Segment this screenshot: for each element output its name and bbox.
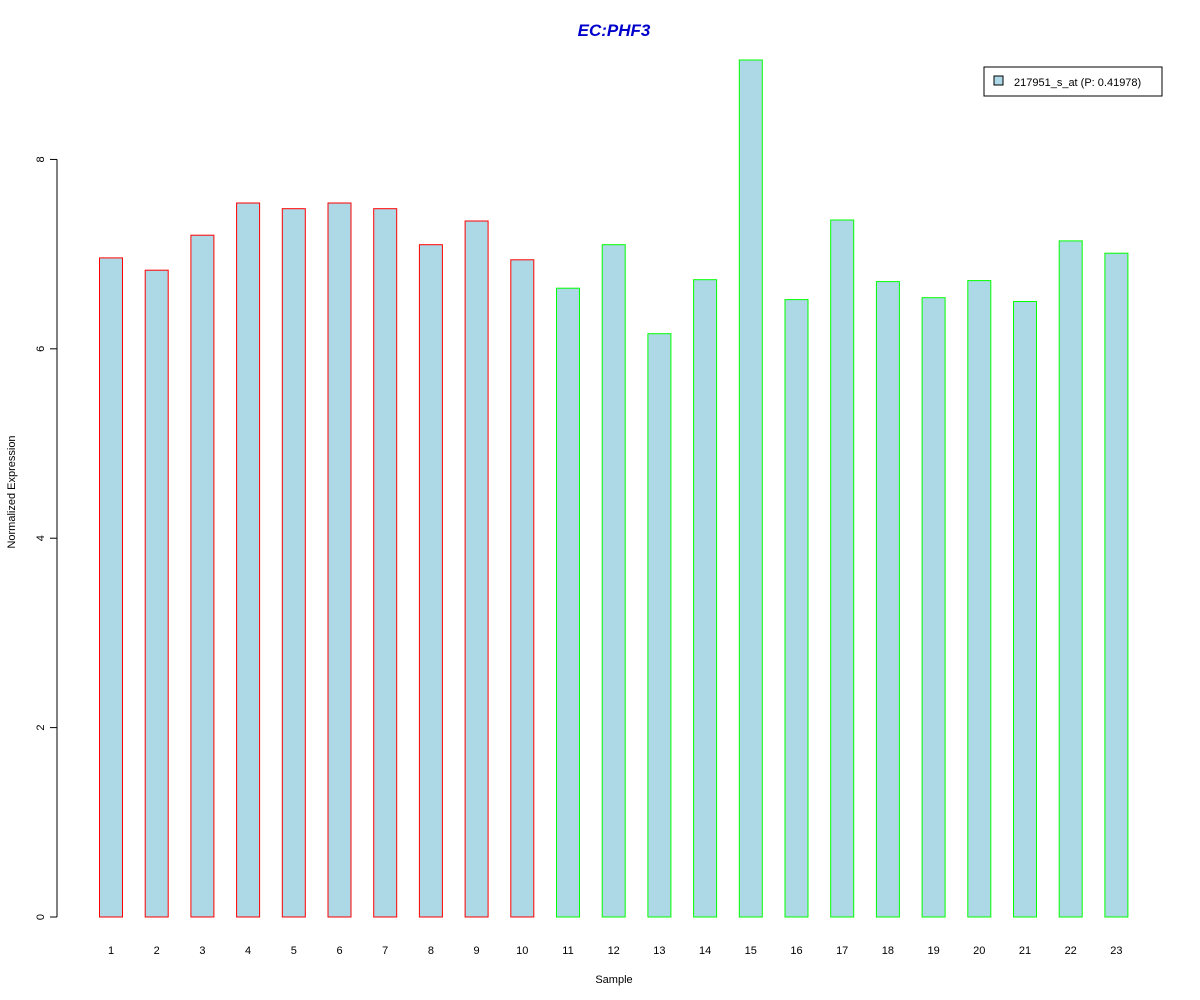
bar-sample-3 [190, 234, 215, 918]
x-tick-label: 15 [745, 945, 757, 957]
legend-box [983, 66, 1163, 97]
y-tick-label: 0 [35, 914, 47, 920]
x-tick-label: 20 [973, 945, 985, 957]
bar-sample-10 [510, 259, 535, 918]
bar-sample-18 [875, 281, 900, 918]
legend-label: 217951_s_at (P: 0.41978) [1014, 77, 1141, 89]
bar-sample-16 [784, 299, 809, 918]
x-tick-label: 4 [245, 945, 251, 957]
x-tick-label: 1 [108, 945, 114, 957]
x-tick-label: 14 [699, 945, 711, 957]
x-tick-label: 3 [199, 945, 205, 957]
x-tick-label: 10 [516, 945, 528, 957]
y-tick-label: 8 [35, 156, 47, 162]
x-axis-label: Sample [595, 974, 632, 986]
bar-sample-2 [144, 269, 169, 918]
bar-sample-13 [647, 333, 672, 918]
bar-sample-12 [601, 244, 626, 918]
bar-sample-23 [1104, 252, 1129, 918]
chart-title: EC:PHF3 [578, 21, 651, 40]
x-tick-label: 22 [1065, 945, 1077, 957]
x-tick-label: 9 [474, 945, 480, 957]
bar-sample-15 [738, 59, 763, 918]
y-tick-label: 6 [35, 346, 47, 352]
x-tick-label: 13 [653, 945, 665, 957]
bar-sample-1 [99, 257, 123, 918]
bar-sample-8 [418, 244, 443, 918]
x-tick-label: 5 [291, 945, 297, 957]
x-tick-label: 11 [562, 945, 573, 957]
bars [99, 59, 1129, 918]
x-tick-label: 2 [154, 945, 160, 957]
bar-sample-20 [967, 280, 992, 918]
bar-sample-21 [1013, 301, 1037, 918]
bar-sample-17 [830, 219, 855, 918]
bar-sample-4 [236, 202, 261, 918]
x-tick-label: 16 [790, 945, 802, 957]
x-tick-label: 17 [836, 945, 848, 957]
x-tick-labels: 1 2 3 4 5 6 7 8 9 10 11 12 13 14 15 16 17 18 19 20 21 22 23 [108, 945, 1123, 957]
bar-sample-11 [556, 287, 580, 918]
y-tick-label: 4 [35, 535, 47, 541]
bar-sample-19 [921, 297, 946, 918]
legend: 217951_s_at (P: 0.41978) [983, 66, 1163, 97]
x-tick-label: 12 [608, 945, 620, 957]
bar-sample-5 [281, 208, 306, 918]
x-tick-label: 19 [927, 945, 939, 957]
y-axis-label: Normalized Expression [6, 435, 18, 548]
x-tick-label: 23 [1110, 945, 1122, 957]
legend-swatch [993, 75, 1004, 86]
x-tick-label: 21 [1019, 945, 1031, 957]
x-tick-label: 8 [428, 945, 434, 957]
x-tick-label: 6 [336, 945, 342, 957]
bar-sample-7 [373, 208, 398, 918]
y-tick-label: 2 [35, 725, 47, 731]
bar-sample-14 [693, 279, 718, 918]
bar-sample-22 [1058, 240, 1083, 918]
bar-sample-9 [464, 220, 489, 918]
y-axis: 0 2 4 6 8 [35, 156, 58, 920]
bar-sample-6 [327, 202, 352, 918]
x-tick-label: 7 [382, 945, 388, 957]
x-tick-label: 18 [882, 945, 894, 957]
